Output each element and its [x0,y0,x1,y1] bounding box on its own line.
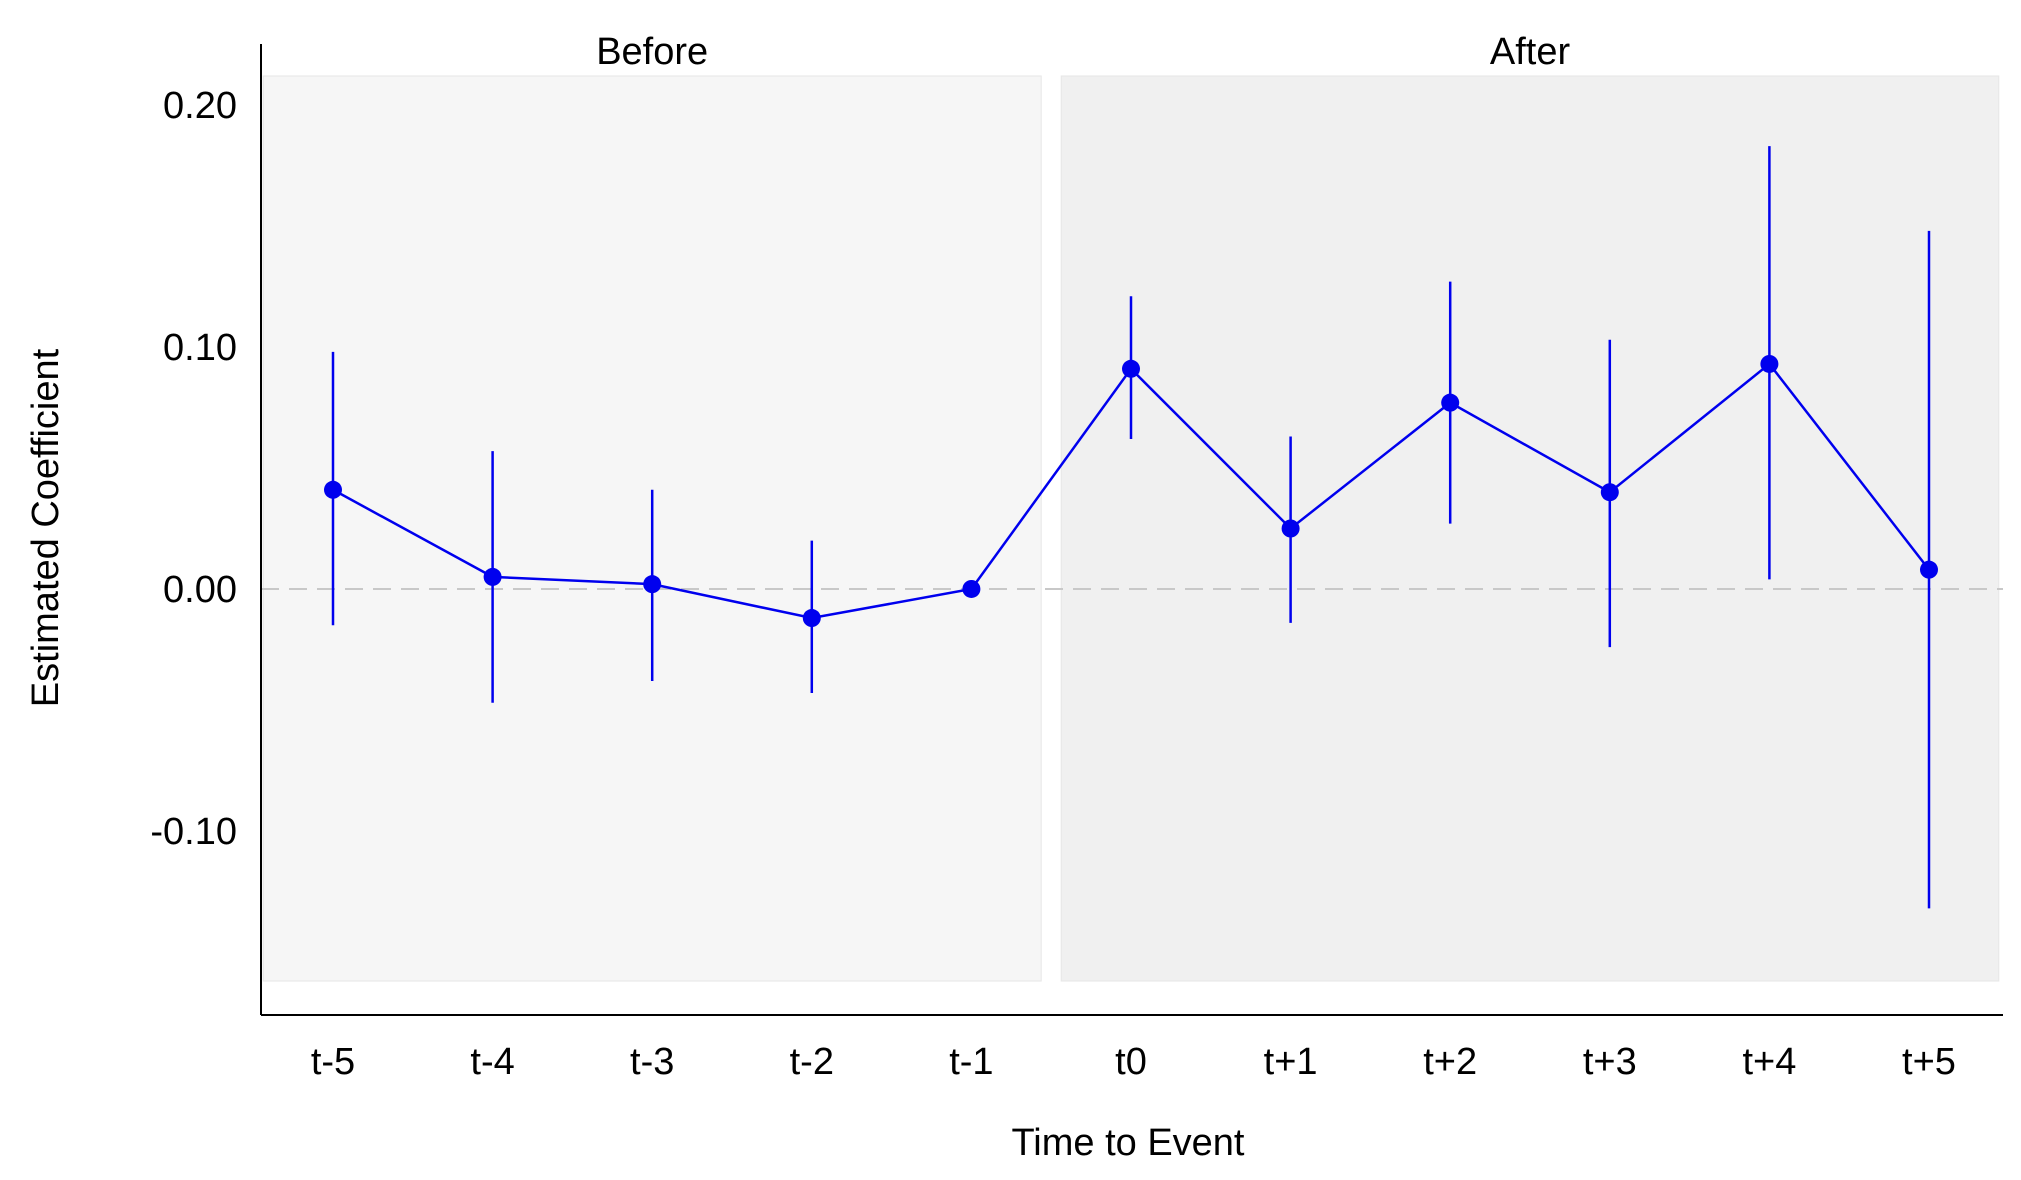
data-point [324,480,342,499]
x-tick-label: t0 [1115,1041,1147,1083]
x-tick-label: t-3 [630,1041,674,1083]
panel-backgrounds [262,75,2000,982]
data-point [1122,359,1140,378]
coefficient-series [324,146,1938,909]
x-tick-label: t+5 [1902,1041,1956,1083]
x-axis-title: Time to Event [1011,1122,1244,1164]
y-tick-label: -0.10 [150,811,237,853]
x-tick-label: t+4 [1742,1041,1796,1083]
y-tick-label: 0.10 [163,327,237,369]
y-tick-labels: 0.20 0.10 0.00 -0.10 [150,85,237,853]
x-tick-label: t-4 [470,1041,514,1083]
data-point [1441,393,1460,412]
x-tick-label: t-2 [790,1041,834,1083]
x-tick-label: t+2 [1423,1041,1477,1083]
y-axis-title: Estimated Coefficient [25,348,67,707]
data-point [643,575,662,594]
x-tick-labels: t-5 t-4 t-3 t-2 t-1 t0 t+1 t+2 t+3 t+4 t… [311,1041,1956,1083]
x-tick-label: t-5 [311,1041,355,1083]
y-tick-label: 0.00 [163,569,237,611]
panel-background-after [1060,75,2000,982]
data-point [802,609,821,628]
data-point [1600,483,1619,502]
data-point [962,579,981,598]
data-point [483,567,502,586]
x-tick-label: t-1 [949,1041,993,1083]
data-point [1760,354,1779,373]
data-point [1920,560,1938,579]
axes [260,44,2003,1016]
x-tick-label: t+3 [1583,1041,1637,1083]
panel-labels: Before After [596,31,1570,73]
panel-label-before: Before [596,31,708,73]
data-point [1281,519,1300,538]
x-tick-label: t+1 [1264,1041,1318,1083]
panel-label-after: After [1490,31,1571,73]
y-tick-label: 0.20 [163,85,237,127]
